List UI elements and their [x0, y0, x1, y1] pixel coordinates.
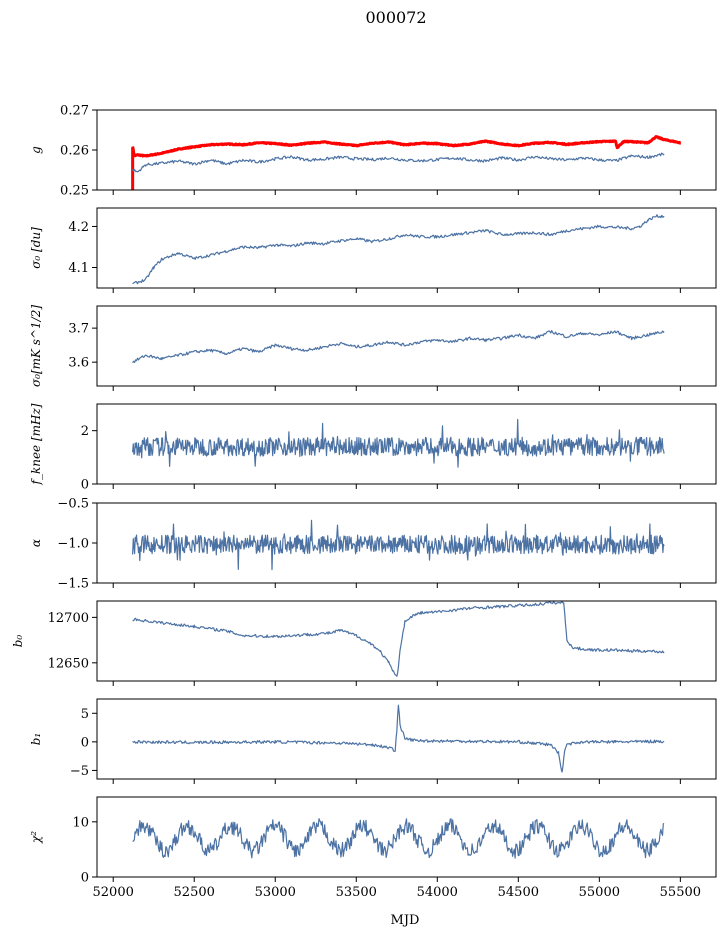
- y-axis-label: α: [29, 539, 43, 547]
- series-line: [132, 214, 665, 285]
- y-tick-label: 0: [81, 478, 89, 493]
- panel-3: 0 2 f_knee [mHz]: [29, 403, 717, 493]
- series-line: [132, 519, 665, 571]
- y-tick-label: 12650: [48, 656, 89, 671]
- plot-area: [132, 818, 665, 859]
- y-tick-label: 3.6: [68, 356, 89, 371]
- y-axis-label: b₁: [29, 733, 43, 746]
- y-tick-label: 0: [81, 735, 89, 750]
- panel-7: 0 10 52000 52500 53000 53500 54000 54500 55000 55…: [29, 796, 717, 900]
- series-line: [132, 704, 665, 773]
- x-axis-label: MJD: [391, 913, 420, 928]
- axes-frame: [96, 796, 717, 878]
- y-tick-label: 3.7: [68, 322, 89, 337]
- x-tick-label: 54500: [498, 885, 539, 900]
- y-tick-label: 12700: [48, 611, 89, 626]
- y-axis-label: b₀: [11, 635, 25, 648]
- y-tick-label: 4.1: [68, 261, 89, 276]
- x-tick-label: 52000: [93, 885, 134, 900]
- series-line: [132, 418, 665, 468]
- axes-frame: [96, 109, 717, 191]
- panel-0: 0.25 0.26 0.27 g: [29, 104, 717, 199]
- plot-area: [132, 704, 665, 773]
- y-tick-label: 0.25: [60, 184, 89, 199]
- series-line-red: [131, 135, 682, 158]
- y-axis-label: χ²: [29, 831, 43, 844]
- plot-area: [131, 135, 682, 190]
- plot-area: [132, 214, 665, 285]
- y-axis-label: σ₀ [du]: [29, 227, 43, 269]
- axes-frame: [96, 403, 717, 485]
- y-tick-label: −0.5: [57, 497, 89, 512]
- x-tick-label: 53500: [336, 885, 377, 900]
- x-tick-label: 55500: [660, 885, 701, 900]
- y-tick-label: −1.0: [57, 537, 89, 552]
- axes-frame: [96, 207, 717, 289]
- plot-area: [132, 519, 665, 571]
- y-tick-label: 0.27: [60, 104, 89, 119]
- axes-frame: [96, 305, 717, 387]
- x-tick-label: 52500: [174, 885, 215, 900]
- y-tick-label: 0.26: [60, 144, 89, 159]
- panel-6: −5 0 5 b₁: [29, 698, 717, 784]
- y-tick-label: 4.2: [68, 220, 89, 235]
- plot-area: [132, 601, 665, 677]
- y-axis-label: f_knee [mHz]: [29, 403, 43, 485]
- plot-area: [132, 418, 665, 468]
- y-tick-label: 5: [81, 707, 89, 722]
- series-line: [132, 330, 665, 364]
- panel-2: 3.6 3.7 σ₀[mK s^1/2]: [29, 305, 717, 391]
- y-tick-label: −1.5: [57, 577, 89, 592]
- plot-area: [132, 330, 665, 364]
- x-tick-label: 54000: [417, 885, 458, 900]
- axes-frame: [96, 600, 717, 682]
- figure-title: 000072: [365, 8, 426, 27]
- y-tick-label: 2: [81, 424, 89, 439]
- x-tick-label: 53000: [255, 885, 296, 900]
- y-axis-label: σ₀[mK s^1/2]: [29, 305, 43, 387]
- x-tick-label: 55000: [579, 885, 620, 900]
- y-tick-label: −5: [70, 764, 89, 779]
- panel-5: 12650 12700 b₀: [11, 600, 717, 686]
- y-tick-label: 0: [81, 871, 89, 886]
- axes-frame: [96, 698, 717, 780]
- y-tick-label: 10: [72, 815, 89, 830]
- panel-4: −1.5 −1.0 −0.5 α: [29, 497, 717, 592]
- series-line: [132, 152, 665, 173]
- series-line: [132, 818, 665, 859]
- y-axis-label: g: [29, 146, 43, 154]
- series-line: [132, 601, 665, 677]
- panel-1: 4.1 4.2 σ₀ [du]: [29, 207, 717, 293]
